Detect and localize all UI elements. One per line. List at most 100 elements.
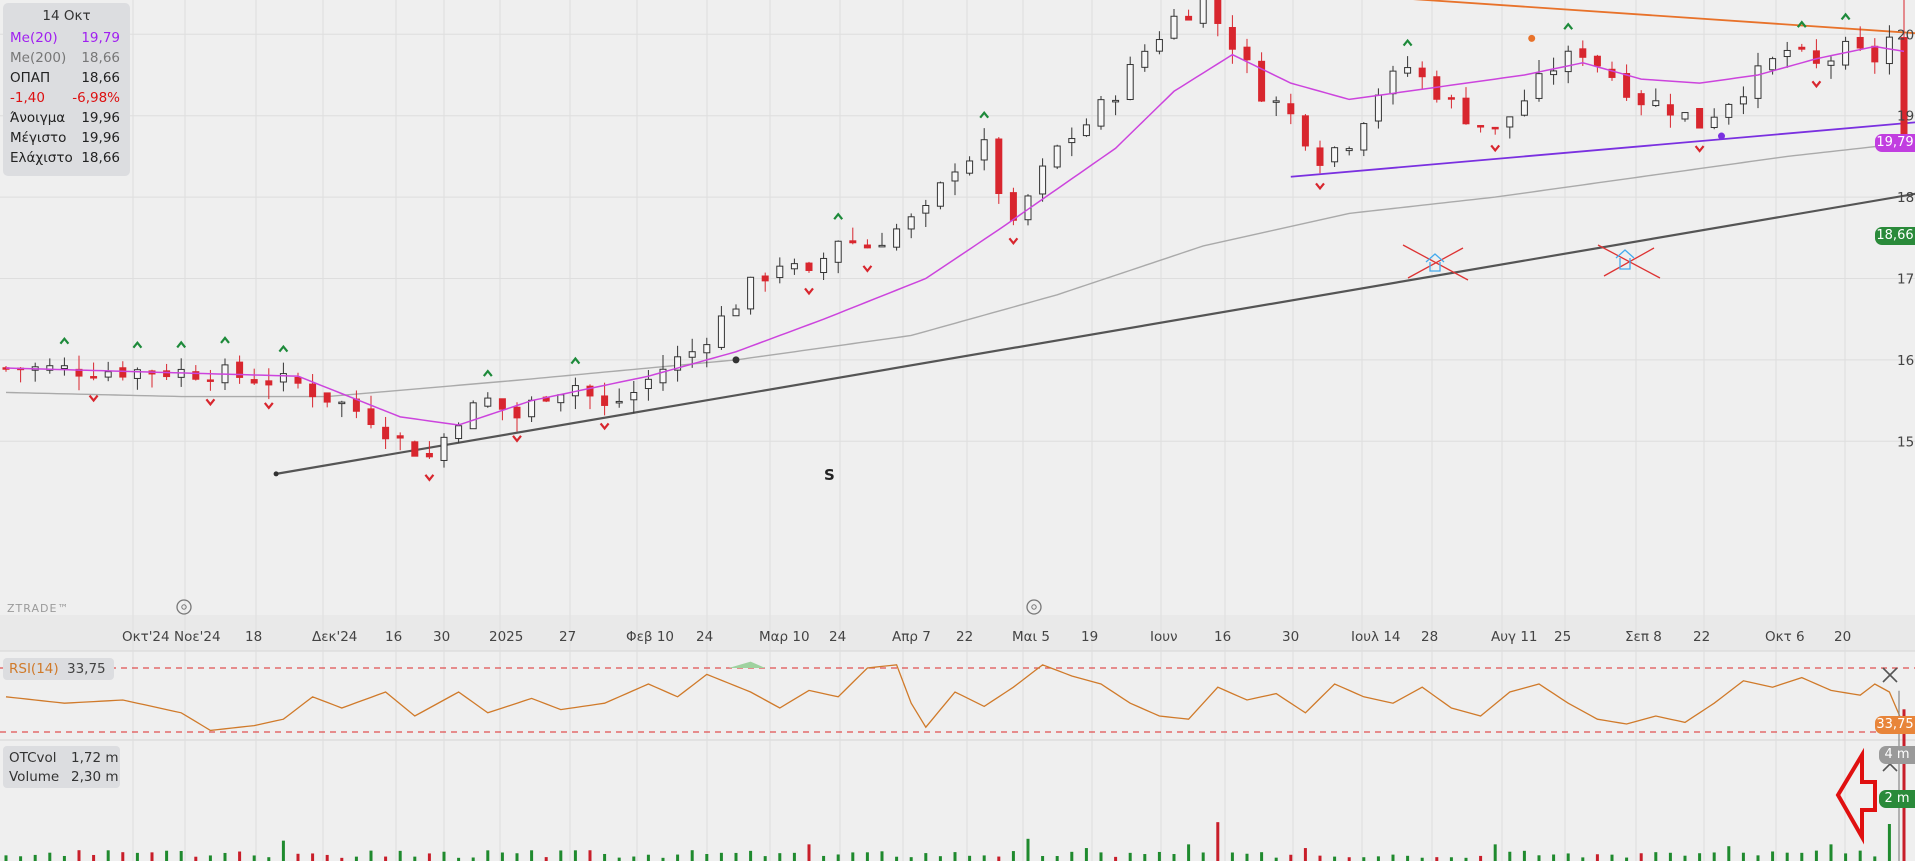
candle-body bbox=[995, 138, 1003, 195]
volume-bar bbox=[1858, 850, 1862, 861]
candle-body bbox=[294, 376, 302, 384]
info-row: Μέγιστο 19,96 bbox=[3, 129, 130, 149]
candle-body bbox=[834, 240, 842, 263]
volume-bar bbox=[792, 852, 796, 861]
candle-body bbox=[1053, 145, 1061, 168]
volume-bar bbox=[1581, 857, 1585, 861]
ma20-price-badge: 19,79 bbox=[1875, 134, 1915, 152]
volume-bar bbox=[719, 852, 723, 861]
volume-bar bbox=[457, 857, 461, 861]
x-tick-label: Οκτ 6 bbox=[1765, 629, 1805, 645]
y-tick-label: 18 bbox=[1897, 190, 1914, 206]
volume-bar bbox=[1070, 851, 1074, 861]
volume-bar bbox=[33, 854, 37, 861]
ohlc-info-box: 14 Οκτ Me(20) 19,79 Me(200) 18,66 ΟΠΑΠ 18,66 -… bbox=[3, 3, 130, 176]
candle-body bbox=[893, 228, 901, 248]
volume-bar bbox=[1391, 854, 1395, 861]
brand-watermark: ZTRADE™ bbox=[7, 602, 69, 615]
volume-bar bbox=[880, 851, 884, 861]
volume-bar bbox=[1785, 852, 1789, 861]
fractal-up bbox=[278, 344, 289, 353]
candle-body bbox=[250, 379, 258, 384]
candle-body bbox=[761, 275, 769, 282]
candle-body bbox=[747, 276, 755, 310]
info-value: 18,66 bbox=[81, 150, 120, 166]
volume-bar bbox=[1318, 855, 1322, 861]
fractal-up bbox=[176, 340, 187, 349]
candle-body bbox=[1068, 138, 1076, 144]
x-tick-label: 25 bbox=[1554, 629, 1571, 645]
candle-body bbox=[1491, 126, 1499, 130]
candle-body bbox=[411, 441, 419, 457]
candle-body bbox=[1550, 70, 1558, 76]
volume-bar bbox=[1347, 857, 1351, 861]
volume-bar bbox=[1055, 856, 1059, 861]
x-tick-label: Ιουλ 14 bbox=[1351, 629, 1401, 645]
volume-bar bbox=[398, 850, 402, 861]
volume-bar bbox=[661, 857, 665, 861]
candle-body bbox=[206, 379, 214, 382]
candle-body bbox=[498, 398, 506, 410]
candle-body bbox=[1228, 27, 1236, 50]
candle-body bbox=[236, 361, 244, 378]
ma20-path bbox=[5, 45, 1905, 426]
volume-bar bbox=[1698, 853, 1702, 861]
fractal-down bbox=[263, 402, 274, 410]
volume-bar bbox=[1814, 850, 1818, 861]
candle-body bbox=[659, 368, 667, 384]
volume-label: Volume bbox=[9, 769, 60, 785]
info-value: 19,79 bbox=[81, 30, 120, 46]
fractal-up bbox=[59, 336, 70, 345]
volume-bar bbox=[413, 856, 417, 861]
volume-bar bbox=[1508, 851, 1512, 861]
volume-bar bbox=[1026, 838, 1030, 861]
annotation-s: S bbox=[824, 466, 835, 484]
candle-body bbox=[513, 406, 521, 419]
x-tick-label: 24 bbox=[696, 629, 713, 645]
fractal-down bbox=[1008, 237, 1019, 246]
fractal-up bbox=[979, 110, 990, 119]
info-row: Άνοιγμα 19,96 bbox=[3, 109, 130, 129]
candle-body bbox=[1520, 100, 1528, 116]
candle-body bbox=[849, 240, 857, 244]
volume-bar bbox=[1333, 856, 1337, 861]
volume-bar bbox=[778, 853, 782, 861]
x-tick-label: 27 bbox=[559, 629, 576, 645]
fractal-down bbox=[1490, 144, 1501, 153]
volume-bar bbox=[588, 850, 592, 861]
info-value: -6,98% bbox=[72, 90, 120, 106]
volume-bar bbox=[1800, 852, 1804, 861]
event-icon[interactable] bbox=[176, 599, 192, 615]
volume-bar bbox=[968, 855, 972, 861]
volume-bar bbox=[559, 850, 563, 861]
candle-body bbox=[1170, 15, 1178, 39]
candle-body bbox=[1681, 112, 1689, 120]
volume-bar bbox=[354, 856, 358, 861]
fractal-up bbox=[833, 212, 844, 220]
candle-body bbox=[1082, 124, 1090, 137]
x-tick-label: 16 bbox=[1214, 629, 1231, 645]
candle-body bbox=[484, 397, 492, 407]
candle-body bbox=[1506, 116, 1514, 128]
candle-body bbox=[1389, 70, 1397, 95]
info-label: Me(200) bbox=[10, 50, 67, 66]
fractal-up bbox=[132, 340, 143, 349]
close-rsi-icon[interactable] bbox=[1882, 667, 1898, 683]
x-tick-label: Σεπ 8 bbox=[1625, 629, 1662, 645]
event-icon[interactable] bbox=[1026, 599, 1042, 615]
rsi-label: RSI(14) bbox=[9, 661, 59, 677]
info-label: Me(20) bbox=[10, 30, 58, 46]
volume-bar bbox=[1128, 852, 1132, 861]
volume-bar bbox=[252, 855, 256, 861]
volume-bar bbox=[1712, 852, 1716, 861]
candle-body bbox=[1725, 103, 1733, 118]
volume-bar bbox=[427, 853, 431, 861]
volume-value: 2,30 m bbox=[71, 769, 119, 785]
volume-bar bbox=[924, 853, 928, 861]
volume-bar bbox=[763, 856, 767, 861]
candle-body bbox=[1696, 107, 1704, 129]
volume-bar bbox=[1289, 854, 1293, 861]
y-tick-label: 15 bbox=[1897, 434, 1914, 450]
